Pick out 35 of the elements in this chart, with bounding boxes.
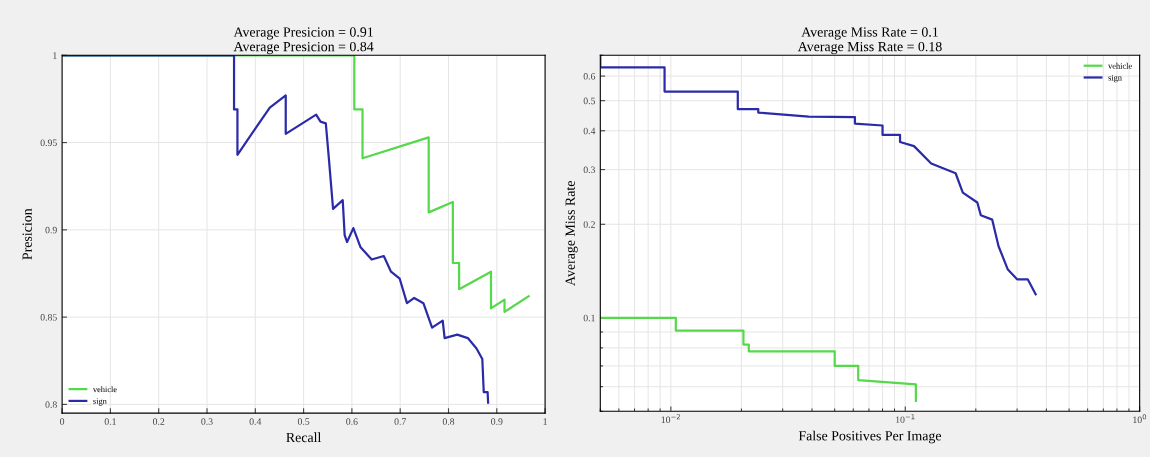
y-axis-title: Presicion xyxy=(22,208,32,260)
y-tick-label: 0.9 xyxy=(45,226,57,234)
legend-label: sign xyxy=(1108,74,1122,83)
x-tick-label: 10$^{−2}$ xyxy=(661,414,680,424)
x-tick-label: 0.1 xyxy=(104,418,116,425)
y-tick-label: 0.85 xyxy=(40,314,57,321)
y-tick-label: 0.2 xyxy=(583,221,595,228)
y-tick-label: 0.3 xyxy=(583,166,596,174)
legend-label: vehicle xyxy=(92,386,117,393)
y-tick-label: 1 xyxy=(53,52,57,59)
x-tick-label: 0.2 xyxy=(152,418,165,425)
x-axis-title: False Positives Per Image xyxy=(798,430,942,444)
x-tick-label: 0 xyxy=(60,418,65,425)
y-tick-label: 0.5 xyxy=(583,97,596,105)
x-tick-label: 10$^{−1}$ xyxy=(896,414,915,423)
y-axis-title: Average Miss Rate xyxy=(565,181,578,286)
y-tick-label: 0.8 xyxy=(45,401,57,408)
x-tick-label: 0.7 xyxy=(394,418,406,425)
legend-label: vehicle xyxy=(1108,62,1132,69)
x-tick-label: 10$^{0}$ xyxy=(1133,414,1147,424)
x-tick-label: 0.6 xyxy=(346,418,358,425)
y-tick-label: 0.95 xyxy=(40,139,57,147)
x-tick-label: 0.5 xyxy=(297,418,310,425)
x-tick-label: 0.3 xyxy=(201,418,213,425)
legend-label: sign xyxy=(93,398,107,406)
chart-title: Average Presicion = 0.91 Average Presicion = 0.84 xyxy=(233,27,374,55)
y-tick-label: 0.6 xyxy=(583,73,596,80)
y-tick-label: 0.4 xyxy=(583,127,596,135)
chart-title: Average Miss Rate = 0.1 Average Miss Rate = 0.18 xyxy=(797,27,942,55)
y-tick-label: 0.1 xyxy=(583,314,595,322)
x-axis-title: Recall xyxy=(286,432,322,443)
x-tick-label: 1 xyxy=(543,418,547,425)
x-tick-label: 0.9 xyxy=(491,418,503,425)
x-tick-label: 0.4 xyxy=(249,418,262,425)
x-tick-label: 0.8 xyxy=(442,418,455,425)
